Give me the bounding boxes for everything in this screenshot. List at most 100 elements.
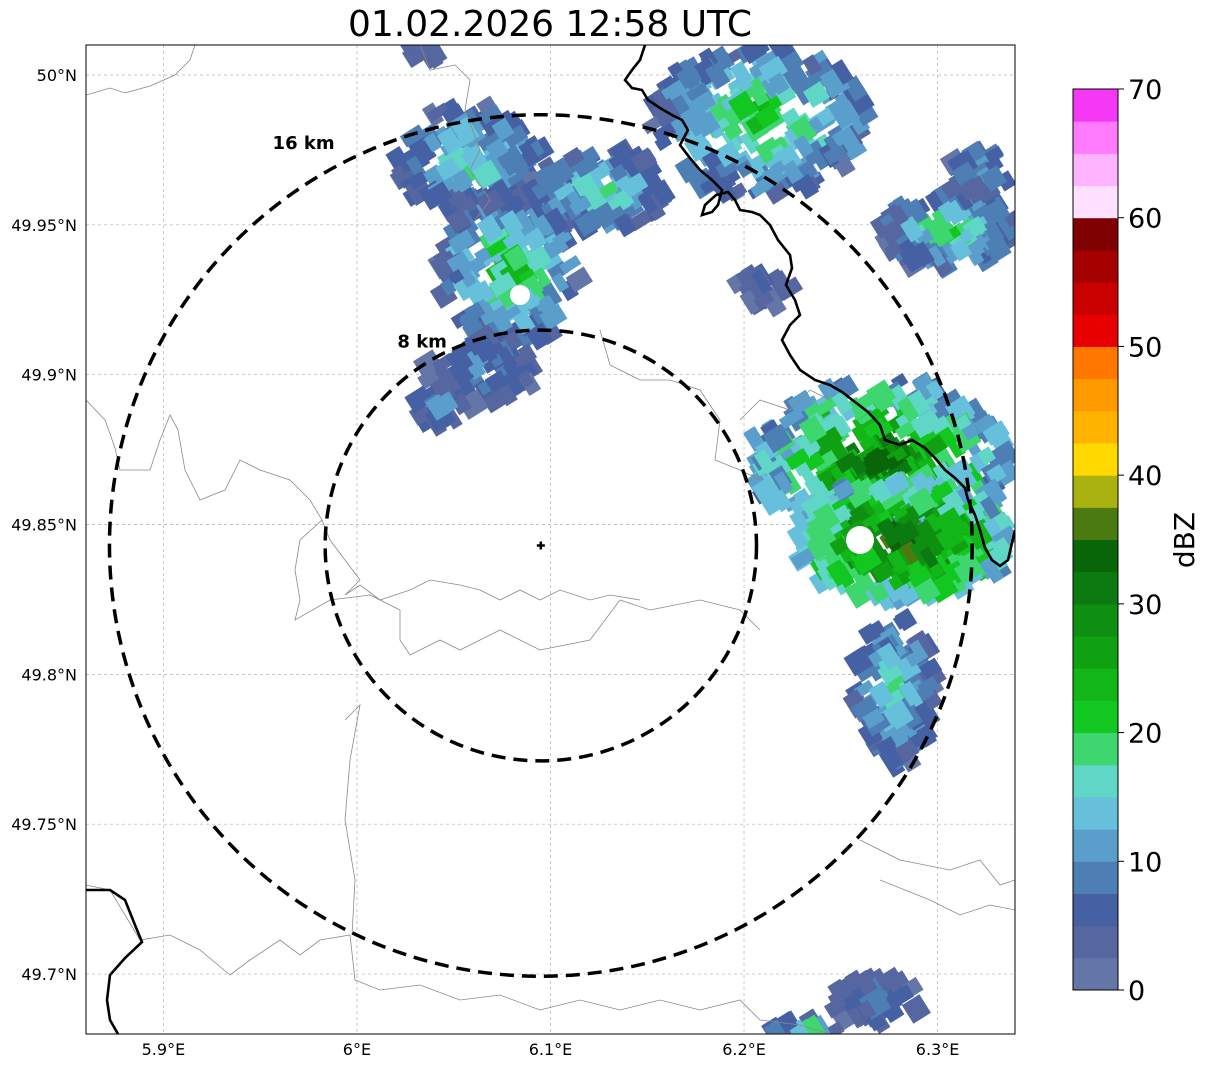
colorbar-segment xyxy=(1073,410,1118,444)
echo-cell xyxy=(445,207,472,234)
echo-cell xyxy=(857,999,877,1021)
echo-cell xyxy=(930,480,954,502)
echo-cell xyxy=(499,210,524,237)
colorbar-segment xyxy=(1073,314,1118,347)
colorbar-segment xyxy=(1073,89,1118,122)
colorbar-tick-label: 30 xyxy=(1128,590,1162,621)
colorbar-segment xyxy=(1073,507,1118,540)
echo-cell xyxy=(812,152,830,171)
echo-cell xyxy=(689,90,717,116)
echo-cell xyxy=(814,397,837,417)
radar-echoes xyxy=(385,45,1015,1034)
echo-cell xyxy=(884,241,903,259)
echo-cell xyxy=(863,417,887,439)
echo-cell xyxy=(846,504,870,526)
echo-cell xyxy=(739,289,762,315)
colorbar-segment xyxy=(1073,282,1118,315)
echo-cell xyxy=(758,55,788,84)
lat-tick-label: 49.95°N xyxy=(11,216,77,235)
echo-cell xyxy=(802,54,823,76)
colorbar-segment xyxy=(1073,700,1118,734)
echo-gap xyxy=(510,285,530,305)
colorbar-segment xyxy=(1073,378,1118,412)
echo-cell xyxy=(899,540,922,565)
colorbar-tick-label: 60 xyxy=(1128,204,1162,235)
echo-cell xyxy=(445,346,474,375)
echo-cell xyxy=(979,496,1001,520)
echo-cell xyxy=(895,739,920,763)
echo-cell xyxy=(857,622,880,645)
echo-cell xyxy=(682,107,710,138)
echo-cell xyxy=(977,446,996,466)
echo-cell xyxy=(446,251,472,276)
echo-cell xyxy=(711,45,734,71)
echo-cell xyxy=(502,124,529,148)
lon-tick-label: 6°E xyxy=(343,1040,371,1059)
echo-cell xyxy=(473,167,496,187)
echo-cell xyxy=(835,451,860,474)
echo-cell xyxy=(531,245,552,268)
echo-cell xyxy=(770,160,787,177)
echo-cell xyxy=(459,269,478,288)
echo-cell xyxy=(544,207,570,235)
echo-cell xyxy=(850,695,880,723)
lat-tick-label: 49.8°N xyxy=(21,665,77,684)
longitude-tick-labels: 5.9°E 6°E 6.1°E 6.2°E 6.3°E xyxy=(142,1040,960,1059)
echo-cell xyxy=(920,434,948,460)
echo-cell xyxy=(488,271,518,299)
echo-cell xyxy=(704,61,731,90)
echo-cell xyxy=(954,414,972,431)
echo-cell xyxy=(753,290,775,310)
echo-cell xyxy=(885,970,911,994)
echo-cell xyxy=(630,147,658,174)
echo-cell xyxy=(857,721,883,748)
lat-tick-label: 50°N xyxy=(37,66,77,85)
echo-cell xyxy=(992,536,1014,560)
echo-cell xyxy=(497,346,519,371)
colorbar-frame xyxy=(1072,88,1119,991)
echo-cell xyxy=(479,104,503,125)
colorbar: 0 10 20 30 40 50 60 70 dBZ xyxy=(1072,75,1201,1007)
echo-cell xyxy=(832,479,856,501)
echo-cell xyxy=(930,186,950,207)
echo-cell xyxy=(417,367,441,390)
echo-cell xyxy=(863,451,885,476)
echo-cell xyxy=(896,394,924,423)
echo-cell xyxy=(831,130,849,148)
echo-cell xyxy=(798,414,827,445)
echo-cell xyxy=(790,546,818,570)
echo-cell xyxy=(830,99,861,130)
echo-cell xyxy=(551,229,573,248)
national-border xyxy=(86,45,1015,1034)
echo-cell xyxy=(889,550,910,574)
range-rings xyxy=(107,112,974,978)
echo-cell xyxy=(825,413,848,439)
echo-cell xyxy=(496,383,518,407)
echo-cell xyxy=(925,379,945,401)
echo-cell xyxy=(421,45,444,69)
echo-cell xyxy=(407,170,428,190)
echo-cell xyxy=(926,218,954,248)
echo-cell xyxy=(650,179,676,207)
echo-cell xyxy=(823,144,846,166)
echo-cell xyxy=(491,117,515,142)
echo-cell xyxy=(911,241,935,267)
echo-cell xyxy=(866,379,897,410)
echo-cell xyxy=(862,708,885,729)
echo-cell xyxy=(773,471,794,495)
echo-cell xyxy=(844,578,875,609)
echo-cell xyxy=(751,269,773,295)
echo-cell xyxy=(887,583,911,604)
echo-cell xyxy=(844,975,864,993)
echo-cell xyxy=(551,272,570,293)
lon-tick-label: 6.3°E xyxy=(916,1040,960,1059)
echo-cell xyxy=(868,680,895,709)
range-ring-label: 8 km xyxy=(397,331,447,352)
echo-cell xyxy=(951,161,977,186)
echo-cell xyxy=(609,164,628,182)
echo-cell xyxy=(787,389,815,416)
echo-cell xyxy=(906,198,929,224)
lat-tick-label: 49.75°N xyxy=(11,815,77,834)
echo-cell xyxy=(769,486,793,513)
colorbar-segment xyxy=(1073,217,1118,251)
